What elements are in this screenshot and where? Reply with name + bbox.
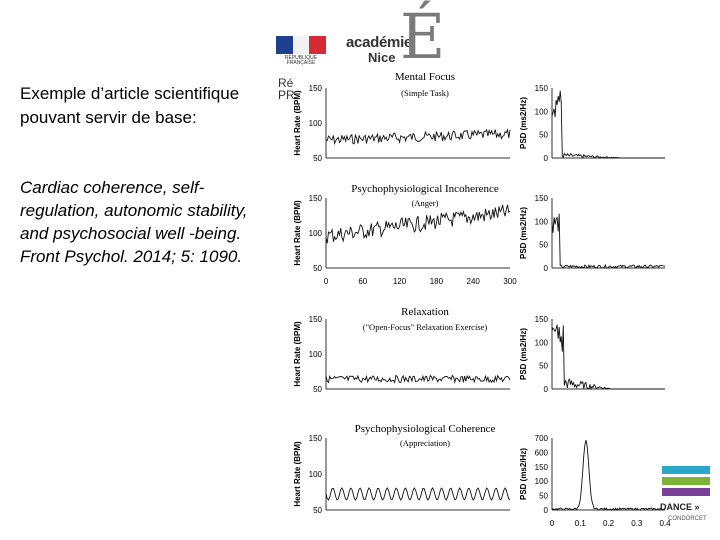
psd-spectrum-trace [551,90,665,159]
partial-text-2: PR [278,88,295,102]
panel-subtitle: (Simple Task) [401,88,449,98]
psd-y-label: PSD (ms2/Hz) [519,97,528,149]
time-tick-label: 300 [503,277,517,286]
time-tick-label: 0 [324,277,329,286]
freq-tick-label: 0.4 [659,519,671,528]
hr-y-label: Heart Rate (BPM) [293,90,302,156]
heart-rate-trace [325,128,511,146]
hr-tick-label: 100 [309,229,323,238]
hr-y-label: Heart Rate (BPM) [293,441,302,507]
psd-tick-label: 50 [539,131,548,140]
hr-tick-label: 50 [313,264,322,273]
hr-y-label: Heart Rate (BPM) [293,200,302,266]
time-tick-label: 240 [467,277,481,286]
brand-stripe-green [662,477,710,485]
hr-tick-label: 50 [313,506,322,515]
psd-tick-label: 600 [535,448,549,457]
freq-tick-label: 0.1 [575,519,587,528]
psd-tick-label: 50 [539,492,548,501]
psd-tick-label: 150 [535,315,549,324]
hr-tick-label: 100 [309,119,323,128]
psd-spectrum-trace [551,324,665,391]
psd-tick-label: 700 [535,434,549,443]
hr-tick-label: 150 [309,194,323,203]
hr-tick-label: 100 [309,350,323,359]
psd-tick-label: 100 [535,338,549,347]
freq-tick-label: 0 [550,519,555,528]
hr-tick-label: 50 [313,154,322,163]
psd-tick-label: 0 [544,264,549,273]
citation: Cardiac coherence, self-regulation, auto… [20,176,270,268]
time-tick-label: 180 [430,277,444,286]
hr-tick-label: 50 [313,385,322,394]
psd-tick-label: 100 [535,217,549,226]
panel-title: Relaxation [401,306,449,318]
hr-tick-label: 100 [309,470,323,479]
panel-subtitle: (Appreciation) [400,438,450,448]
panel-subtitle: (Anger) [412,198,439,208]
condorcet-label: CONDORCET [668,516,707,522]
psd-tick-label: 100 [535,107,549,116]
psd-spectrum-trace [551,213,666,269]
psd-y-label: PSD (ms2/Hz) [519,328,528,380]
psd-spectrum-trace [551,439,666,511]
psd-tick-label: 150 [535,463,549,472]
panel-title: Psychophysiological Coherence [355,423,496,435]
dance-label: DANCE » [660,502,700,512]
psd-tick-label: 150 [535,194,549,203]
citation-journal: Front Psychol. 2014; 5: 1090. [20,247,243,266]
panel-subtitle: ("Open-Focus" Relaxation Exercise) [363,322,488,332]
intro-text: Exemple d’article scientifique pouvant s… [20,84,240,127]
psd-tick-label: 0 [544,506,549,515]
psd-tick-label: 0 [544,154,549,163]
partial-text-1: Ré [278,76,294,90]
time-tick-label: 120 [393,277,407,286]
psd-tick-label: 50 [539,241,548,250]
hr-tick-label: 150 [309,434,323,443]
brand-stripe-purple [662,488,710,496]
academie-logo-letter: É [400,0,446,73]
heart-rate-trace [325,204,511,244]
brand-stripe-cyan [662,466,710,474]
hr-y-label: Heart Rate (BPM) [293,321,302,387]
heart-rate-trace [325,374,511,384]
panel-title: Mental Focus [395,71,455,83]
hr-tick-label: 150 [309,315,323,324]
french-republic-logo: RÉPUBLIQUE FRANÇAISE [276,36,326,66]
freq-tick-label: 0.2 [603,519,615,528]
academie-logo-line2: Nice [368,50,396,65]
flag-caption: RÉPUBLIQUE FRANÇAISE [284,55,318,66]
psd-tick-label: 100 [535,477,549,486]
panel-title: Psychophysiological Incoherence [351,183,499,195]
psd-y-label: PSD (ms2/Hz) [519,448,528,500]
time-tick-label: 60 [358,277,367,286]
psd-y-label: PSD (ms2/Hz) [519,207,528,259]
freq-tick-label: 0.3 [631,519,643,528]
citation-title: Cardiac coherence, self-regulation, auto… [20,178,248,243]
heart-rate-trace [325,487,511,501]
psd-tick-label: 50 [539,362,548,371]
psd-tick-label: 150 [535,84,549,93]
academie-logo-line1: académie [346,34,412,51]
hr-tick-label: 150 [309,84,323,93]
psd-tick-label: 0 [544,385,549,394]
